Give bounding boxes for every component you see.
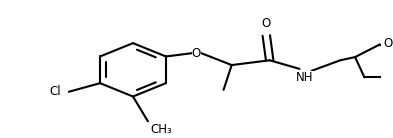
Text: O: O [192, 47, 201, 60]
Text: CH₃: CH₃ [151, 123, 173, 136]
Text: Cl: Cl [50, 85, 61, 98]
Text: O: O [262, 17, 271, 30]
Text: O: O [384, 37, 393, 50]
Text: NH: NH [296, 71, 314, 84]
